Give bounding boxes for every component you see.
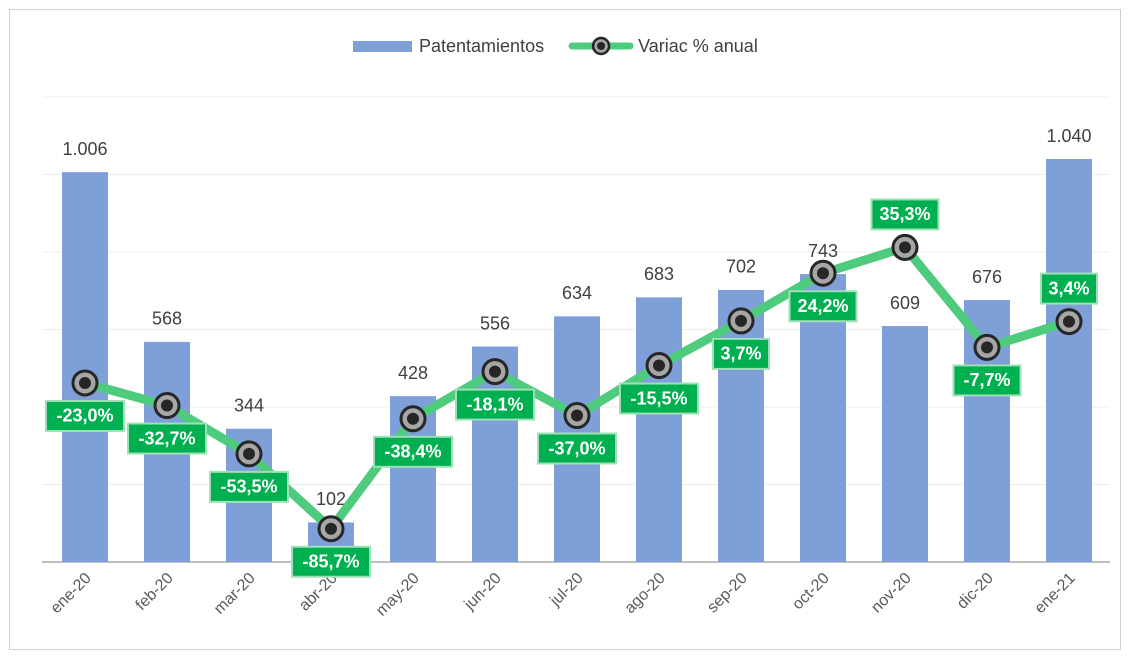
legend-swatch: [353, 41, 412, 52]
bar: [882, 326, 928, 562]
bar-value-label: 568: [152, 309, 182, 329]
line-marker-dot: [79, 376, 91, 389]
line-label-box: [209, 470, 289, 503]
bar: [62, 172, 108, 563]
bar-value-label: 702: [726, 257, 756, 277]
line-value-label: -15,5%: [630, 388, 687, 408]
bar: [718, 289, 764, 562]
bar-value-label: 676: [972, 267, 1002, 287]
line-marker-dot: [161, 399, 173, 412]
line-label-box: [788, 290, 858, 323]
line-marker-dot: [243, 447, 255, 460]
bar-value-label: 102: [316, 489, 346, 509]
bar-value-label: 1.006: [62, 139, 107, 159]
line-marker-dot: [489, 365, 501, 378]
bar-value-label: 743: [808, 241, 838, 261]
line-value-label: -18,1%: [466, 394, 523, 414]
line-label-box: [619, 382, 699, 415]
line-value-label: -32,7%: [138, 428, 195, 448]
line-label-box: [45, 399, 125, 432]
line-value-label: -38,4%: [384, 442, 441, 462]
line-label-box: [712, 337, 770, 370]
line-label-box: [952, 364, 1022, 397]
line-label-box: [1040, 272, 1098, 305]
line-marker-dot: [981, 341, 993, 354]
line-value-label: -23,0%: [56, 406, 113, 426]
line-marker-dot: [1063, 315, 1075, 328]
bar-value-label: 609: [890, 293, 920, 313]
line-label-box: [373, 435, 453, 468]
line-value-label: 35,3%: [879, 204, 930, 224]
bar-value-label: 1.040: [1046, 126, 1091, 146]
line-value-label: 24,2%: [797, 296, 848, 316]
legend: Patentamientos Variac % anual: [353, 36, 758, 56]
bar-value-label: 556: [480, 313, 510, 333]
bar: [1046, 159, 1092, 562]
bar-value-label: 428: [398, 363, 428, 383]
line-marker-dot: [817, 267, 829, 280]
line-marker-dot: [325, 522, 337, 535]
line-label-box: [870, 198, 940, 231]
line-label-box: [455, 388, 535, 421]
line-value-label: -7,7%: [963, 370, 1010, 390]
line-label-box: [127, 422, 207, 455]
legend-label: Patentamientos: [419, 36, 544, 56]
line-value-label: 3,4%: [1048, 278, 1089, 298]
line-marker-dot: [735, 314, 747, 327]
line-value-label: -85,7%: [302, 552, 359, 572]
legend-label: Variac % anual: [638, 36, 758, 56]
line-value-label: -37,0%: [548, 438, 605, 458]
line-label-box: [537, 432, 617, 465]
line-value-label: -53,5%: [220, 477, 277, 497]
line-marker-dot: [407, 412, 419, 425]
line-value-label: 3,7%: [720, 344, 761, 364]
legend-marker-dot: [597, 42, 606, 50]
bar-value-label: 683: [644, 264, 674, 284]
line-marker-dot: [653, 359, 665, 372]
line-marker-dot: [571, 409, 583, 422]
line-marker-dot: [899, 241, 911, 254]
bar: [636, 297, 682, 562]
bar-value-label: 344: [234, 395, 264, 415]
line-label-box: [291, 545, 371, 578]
bar-value-label: 634: [562, 283, 592, 303]
